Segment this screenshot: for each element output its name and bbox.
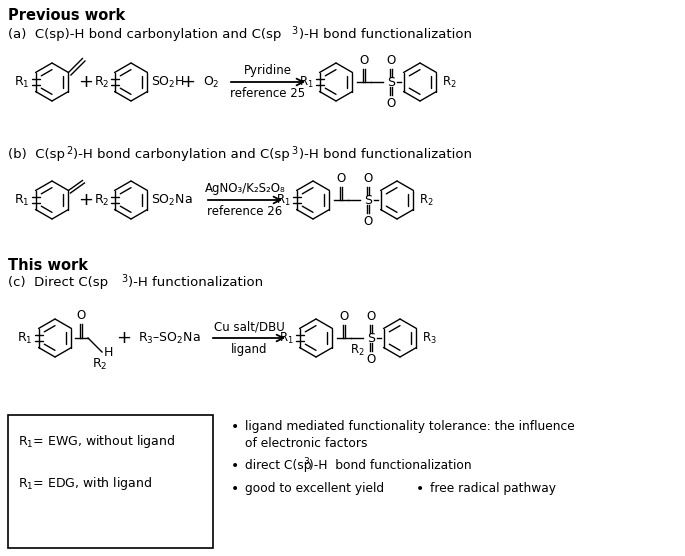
- Text: H: H: [104, 345, 114, 359]
- Text: O: O: [77, 309, 86, 322]
- Text: O: O: [360, 54, 369, 67]
- Text: (a)  C(sp)-H bond carbonylation and C(sp: (a) C(sp)-H bond carbonylation and C(sp: [8, 28, 282, 41]
- Text: SO$_2$H: SO$_2$H: [151, 75, 185, 90]
- Text: O: O: [386, 97, 396, 110]
- Text: direct C(sp: direct C(sp: [245, 459, 312, 472]
- Text: S: S: [387, 76, 395, 88]
- Text: •: •: [231, 420, 239, 434]
- Text: (b)  C(sp: (b) C(sp: [8, 148, 65, 161]
- Text: O: O: [366, 353, 375, 366]
- Text: R$_2$: R$_2$: [94, 75, 109, 90]
- Text: free radical pathway: free radical pathway: [430, 482, 556, 495]
- Text: O: O: [366, 310, 375, 323]
- Text: R$_3$–SO$_2$Na: R$_3$–SO$_2$Na: [138, 330, 201, 345]
- Text: S: S: [367, 331, 375, 345]
- Text: reference 26: reference 26: [208, 205, 283, 218]
- Text: ligand: ligand: [231, 343, 267, 356]
- Text: R$_1$: R$_1$: [17, 330, 33, 345]
- Text: •: •: [231, 459, 239, 473]
- Text: of electronic factors: of electronic factors: [245, 437, 367, 450]
- Text: +: +: [181, 73, 195, 91]
- Text: O$_2$: O$_2$: [203, 75, 220, 90]
- Text: O: O: [386, 54, 396, 67]
- Text: Pyridine: Pyridine: [244, 64, 292, 77]
- Text: R$_2$: R$_2$: [349, 343, 364, 358]
- Text: R$_2$: R$_2$: [92, 357, 108, 372]
- Text: reference 25: reference 25: [230, 87, 306, 100]
- Text: R$_1$= EWG, without ligand: R$_1$= EWG, without ligand: [18, 433, 175, 450]
- Text: •: •: [231, 482, 239, 496]
- Text: +: +: [79, 191, 93, 209]
- Text: 2: 2: [66, 146, 72, 156]
- Text: AgNO₃/K₂S₂O₈: AgNO₃/K₂S₂O₈: [205, 182, 286, 195]
- Text: +: +: [79, 73, 93, 91]
- Text: R$_1$: R$_1$: [14, 75, 30, 90]
- Text: Cu salt/DBU: Cu salt/DBU: [214, 320, 284, 333]
- Text: O: O: [336, 172, 346, 185]
- Text: R$_1$: R$_1$: [299, 75, 314, 90]
- Text: good to excellent yield: good to excellent yield: [245, 482, 384, 495]
- Text: ligand mediated functionality tolerance: the influence: ligand mediated functionality tolerance:…: [245, 420, 575, 433]
- Text: 3: 3: [303, 457, 309, 466]
- Text: R$_1$: R$_1$: [14, 192, 30, 207]
- Text: R$_2$: R$_2$: [94, 192, 109, 207]
- Text: )-H bond carbonylation and C(sp: )-H bond carbonylation and C(sp: [73, 148, 290, 161]
- Text: R$_1$: R$_1$: [276, 192, 291, 207]
- Text: +: +: [116, 329, 132, 347]
- Text: O: O: [363, 215, 373, 228]
- Text: S: S: [364, 193, 372, 206]
- Text: Previous work: Previous work: [8, 8, 125, 23]
- Text: )-H  bond functionalization: )-H bond functionalization: [309, 459, 472, 472]
- Text: )-H bond functionalization: )-H bond functionalization: [299, 148, 472, 161]
- Text: R$_3$: R$_3$: [422, 330, 437, 345]
- Text: 3: 3: [121, 274, 127, 284]
- Text: O: O: [339, 310, 349, 323]
- Text: )-H bond functionalization: )-H bond functionalization: [299, 28, 472, 41]
- Text: (c)  Direct C(sp: (c) Direct C(sp: [8, 276, 108, 289]
- Text: R$_1$: R$_1$: [279, 330, 294, 345]
- FancyBboxPatch shape: [8, 415, 213, 548]
- Text: R$_2$: R$_2$: [442, 75, 457, 90]
- Text: 3: 3: [291, 146, 297, 156]
- Text: 3: 3: [291, 26, 297, 36]
- Text: O: O: [363, 172, 373, 185]
- Text: R$_2$: R$_2$: [419, 192, 434, 207]
- Text: •: •: [416, 482, 424, 496]
- Text: This work: This work: [8, 258, 88, 273]
- Text: SO$_2$Na: SO$_2$Na: [151, 192, 192, 207]
- Text: )-H functionalization: )-H functionalization: [128, 276, 263, 289]
- Text: R$_1$= EDG, with ligand: R$_1$= EDG, with ligand: [18, 475, 152, 492]
